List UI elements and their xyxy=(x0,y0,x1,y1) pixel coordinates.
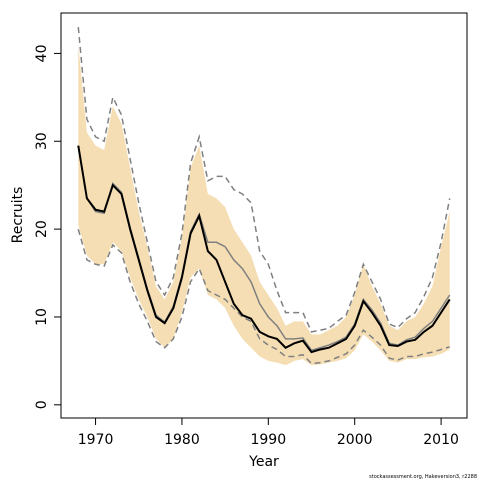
x-tick-label: 1990 xyxy=(250,432,286,448)
alt-lower-interval-line xyxy=(77,228,450,365)
plot-frame xyxy=(60,12,468,419)
x-tick-label: 2010 xyxy=(423,432,459,448)
y-tick-label: 30 xyxy=(34,132,50,150)
y-tick-label: 10 xyxy=(34,308,50,326)
alt-upper-interval-line xyxy=(77,26,451,333)
median-line xyxy=(77,145,451,354)
x-axis: 1970 1980 1990 2000 2010 xyxy=(78,418,459,448)
x-tick-label: 1980 xyxy=(164,432,200,448)
y-tick-label: 0 xyxy=(34,400,50,409)
x-tick-label: 2000 xyxy=(337,432,373,448)
y-axis-title: Recruits xyxy=(10,187,26,244)
x-tick-label: 1970 xyxy=(78,432,114,448)
x-axis-title: Year xyxy=(248,454,279,470)
y-axis: 0 10 20 30 40 xyxy=(34,44,61,409)
y-tick-label: 40 xyxy=(34,44,50,62)
y-tick-label: 20 xyxy=(34,220,50,238)
confidence-band xyxy=(78,44,450,366)
credit-text: stockassessment.org, Hakeversion3, r2288 xyxy=(369,474,477,480)
